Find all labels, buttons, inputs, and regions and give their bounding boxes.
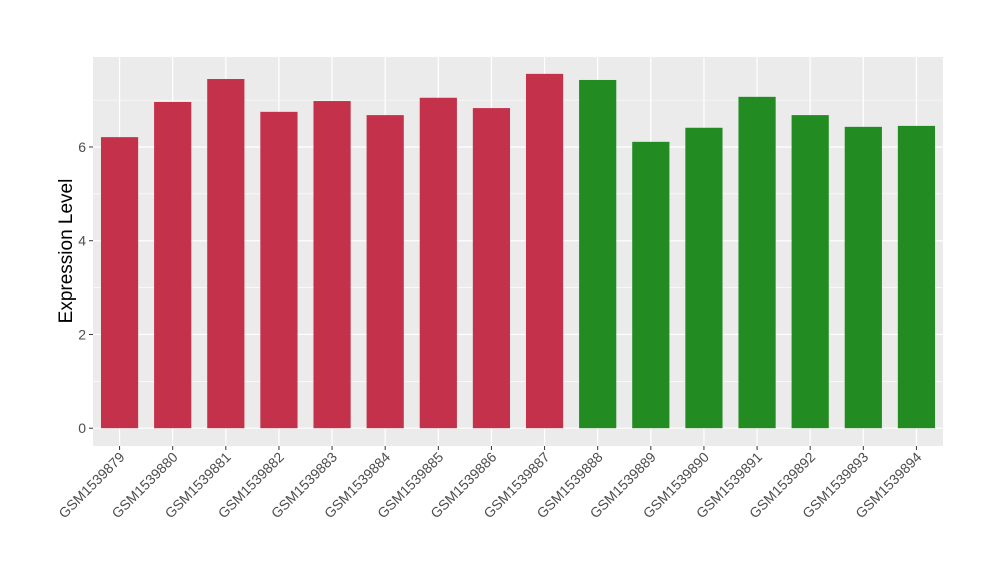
bar-GSM1539888 <box>579 79 617 429</box>
bar-GSM1539883 <box>313 101 351 429</box>
y-tick-label: 2 <box>78 326 86 342</box>
bars <box>100 73 936 429</box>
bar-GSM1539893 <box>844 126 882 429</box>
bar-GSM1539879 <box>100 137 139 429</box>
bar-GSM1539891 <box>738 96 776 429</box>
y-axis: 0 2 4 6 <box>78 139 93 436</box>
bar-GSM1539881 <box>207 79 245 429</box>
y-tick-label: 4 <box>78 233 86 249</box>
bar-GSM1539889 <box>632 141 670 429</box>
bar-GSM1539880 <box>154 101 192 429</box>
bar-GSM1539890 <box>685 127 723 429</box>
bar-GSM1539892 <box>791 115 829 429</box>
y-axis-label: Expression Level <box>56 179 77 324</box>
y-tick-label: 0 <box>78 420 86 436</box>
bar-GSM1539884 <box>366 115 404 429</box>
bar-GSM1539885 <box>419 97 457 429</box>
y-tick-label: 6 <box>78 139 86 155</box>
x-axis: GSM1539879GSM1539880GSM1539881GSM1539882… <box>55 446 925 521</box>
bar-GSM1539886 <box>472 108 511 429</box>
bar-GSM1539894 <box>897 125 936 429</box>
bar-GSM1539882 <box>260 111 298 429</box>
bar-GSM1539887 <box>525 73 564 429</box>
